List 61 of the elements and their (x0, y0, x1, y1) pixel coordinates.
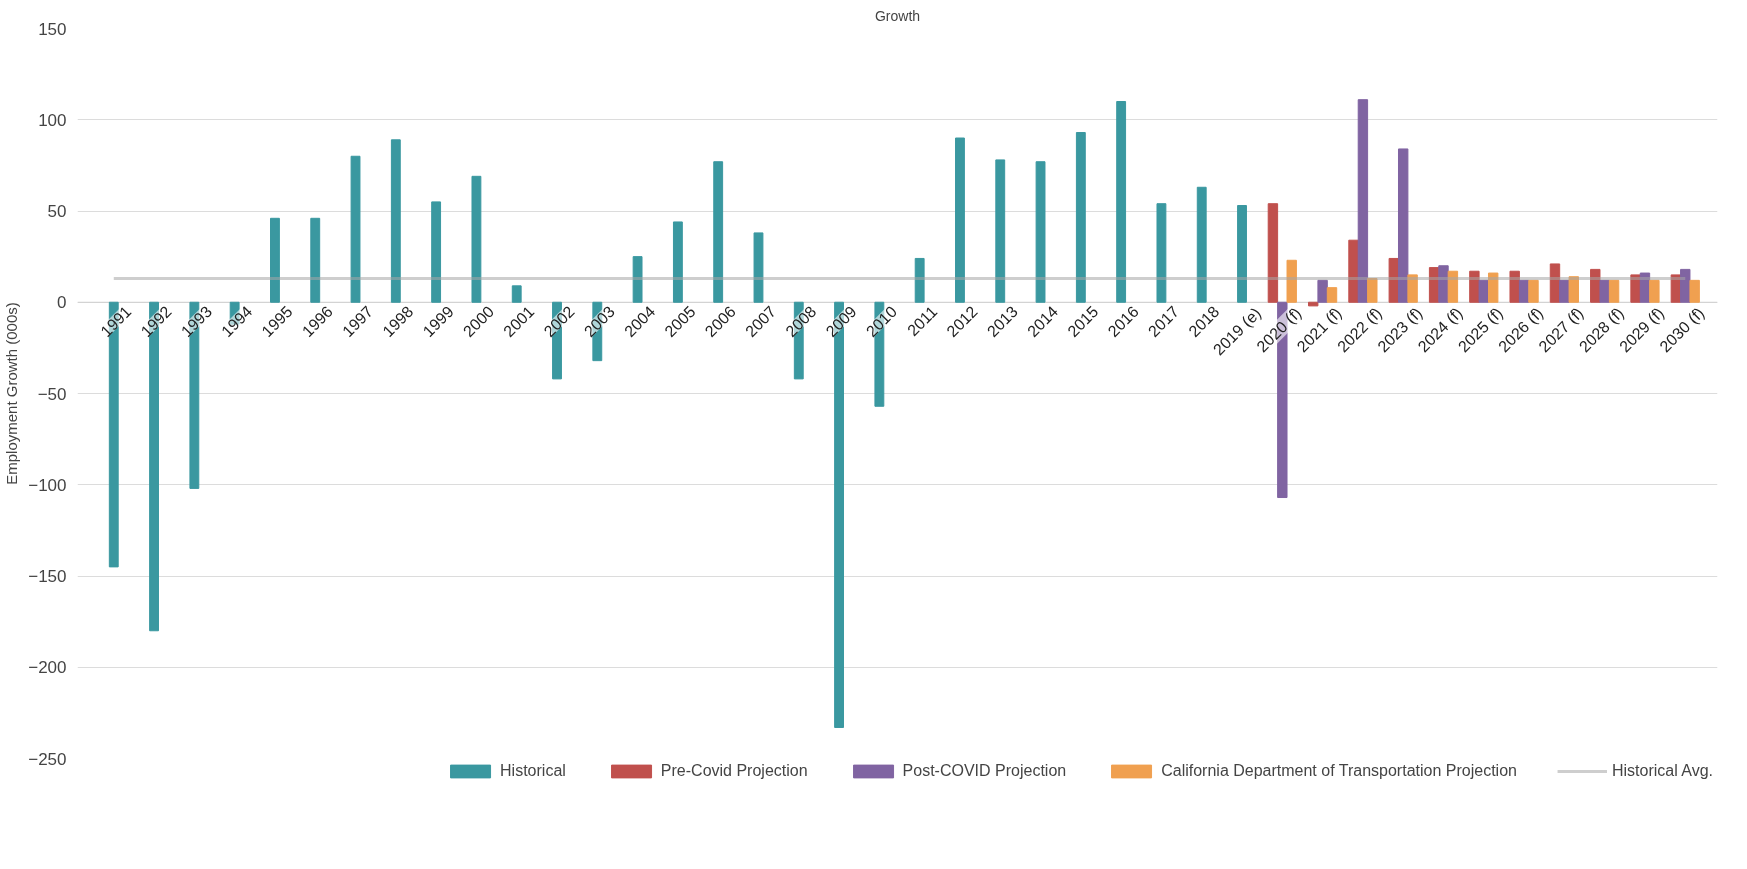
bar (511, 285, 522, 303)
bar (1469, 270, 1480, 303)
bar (955, 137, 965, 303)
bar (1308, 301, 1319, 307)
bar (1649, 279, 1660, 303)
bar (1075, 132, 1086, 303)
bar (310, 217, 321, 303)
bar (1630, 274, 1641, 303)
bar (1608, 279, 1620, 303)
y-tick-label: 150 (38, 19, 67, 39)
y-tick-label: −200 (28, 658, 67, 678)
bar (713, 161, 724, 303)
legend-label: Pre-Covid Projection (660, 762, 808, 780)
bar (1267, 203, 1279, 303)
bar (431, 201, 442, 303)
chart-title: Growth (874, 7, 921, 24)
bar (1438, 265, 1449, 303)
bar (1487, 272, 1499, 303)
legend-label: California Department of Transportation Projection (1161, 762, 1517, 780)
bar (1407, 274, 1418, 303)
y-tick-label: −250 (28, 749, 67, 769)
y-tick-label: −150 (28, 567, 67, 586)
bar (270, 217, 280, 303)
bar (1116, 101, 1127, 303)
y-tick-label: −100 (28, 475, 67, 495)
bar (471, 175, 482, 303)
bar (1035, 161, 1046, 303)
legend-label: Historical Avg. (1611, 762, 1713, 780)
y-tick-label: −50 (37, 384, 67, 404)
bar (1680, 268, 1691, 303)
bar (1286, 259, 1297, 303)
bar (1549, 263, 1561, 303)
legend-label: Historical (500, 762, 566, 780)
bar (1156, 203, 1167, 303)
bar (1528, 279, 1539, 303)
bar (1689, 279, 1700, 303)
bar (1237, 205, 1247, 303)
bar (632, 256, 643, 303)
bar (1599, 279, 1610, 303)
bar (1196, 186, 1207, 303)
bar (1317, 279, 1328, 303)
bar (1590, 268, 1601, 303)
bar (1639, 272, 1651, 303)
bar (1398, 148, 1409, 303)
bar (1348, 239, 1359, 303)
bar (1357, 99, 1369, 303)
bar (1509, 270, 1520, 303)
bar (1478, 279, 1489, 303)
bar (672, 221, 683, 303)
y-tick-label: 50 (47, 202, 67, 221)
legend-label: Post-COVID Projection (902, 762, 1067, 780)
bar (1388, 257, 1399, 303)
bar (1326, 287, 1338, 303)
bar (995, 159, 1006, 303)
bar (914, 257, 925, 303)
y-tick-label: 100 (38, 110, 67, 130)
bar (1447, 270, 1459, 303)
bar (1367, 278, 1378, 303)
bar (1568, 276, 1579, 303)
y-tick-label: 0 (57, 293, 67, 313)
y-axis-title: Employment Growth (000s) (3, 302, 21, 485)
